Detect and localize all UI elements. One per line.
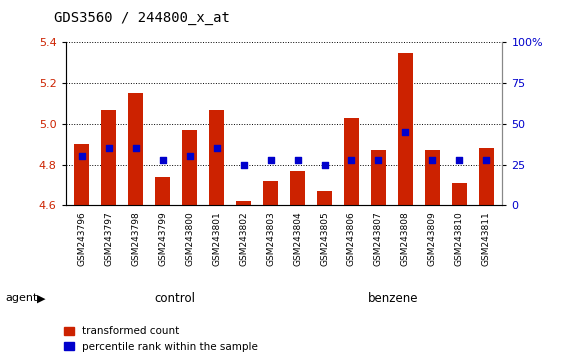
Text: GSM243810: GSM243810 — [455, 211, 464, 266]
Point — [239, 162, 248, 167]
Text: GSM243800: GSM243800 — [185, 211, 194, 266]
Bar — [102, 110, 116, 205]
Text: GSM243802: GSM243802 — [239, 211, 248, 266]
Bar — [371, 150, 386, 205]
Point — [104, 145, 114, 151]
Text: ▶: ▶ — [37, 293, 46, 303]
Point — [428, 157, 437, 162]
Point — [212, 145, 221, 151]
Point — [320, 162, 329, 167]
Text: GSM243796: GSM243796 — [77, 211, 86, 266]
Bar — [317, 191, 332, 205]
Text: GSM243801: GSM243801 — [212, 211, 221, 266]
Point — [482, 157, 491, 162]
Bar — [182, 130, 197, 205]
Bar — [74, 144, 89, 205]
Text: GDS3560 / 244800_x_at: GDS3560 / 244800_x_at — [54, 11, 230, 25]
Text: GSM243809: GSM243809 — [428, 211, 437, 266]
Bar — [128, 93, 143, 205]
Point — [185, 154, 194, 159]
Point — [455, 157, 464, 162]
Text: GSM243806: GSM243806 — [347, 211, 356, 266]
Bar — [452, 183, 467, 205]
Point — [293, 157, 302, 162]
Bar — [236, 201, 251, 205]
Bar — [398, 53, 413, 205]
Point — [158, 157, 167, 162]
Text: control: control — [154, 292, 195, 305]
Text: GSM243798: GSM243798 — [131, 211, 140, 266]
Point — [131, 145, 140, 151]
Text: agent: agent — [6, 293, 38, 303]
Bar — [155, 177, 170, 205]
Bar — [425, 150, 440, 205]
Point — [347, 157, 356, 162]
Bar — [479, 148, 494, 205]
Bar — [209, 110, 224, 205]
Text: GSM243803: GSM243803 — [266, 211, 275, 266]
Bar — [263, 181, 278, 205]
Text: GSM243807: GSM243807 — [374, 211, 383, 266]
Point — [77, 154, 86, 159]
Text: GSM243808: GSM243808 — [401, 211, 410, 266]
Text: GSM243804: GSM243804 — [293, 211, 302, 266]
Point — [374, 157, 383, 162]
Point — [401, 129, 410, 135]
Text: GSM243797: GSM243797 — [104, 211, 113, 266]
Bar — [344, 118, 359, 205]
Text: benzene: benzene — [368, 292, 419, 305]
Text: GSM243811: GSM243811 — [482, 211, 491, 266]
Legend: transformed count, percentile rank within the sample: transformed count, percentile rank withi… — [59, 322, 263, 354]
Bar — [290, 171, 305, 205]
Text: GSM243805: GSM243805 — [320, 211, 329, 266]
Point — [266, 157, 275, 162]
Text: GSM243799: GSM243799 — [158, 211, 167, 266]
